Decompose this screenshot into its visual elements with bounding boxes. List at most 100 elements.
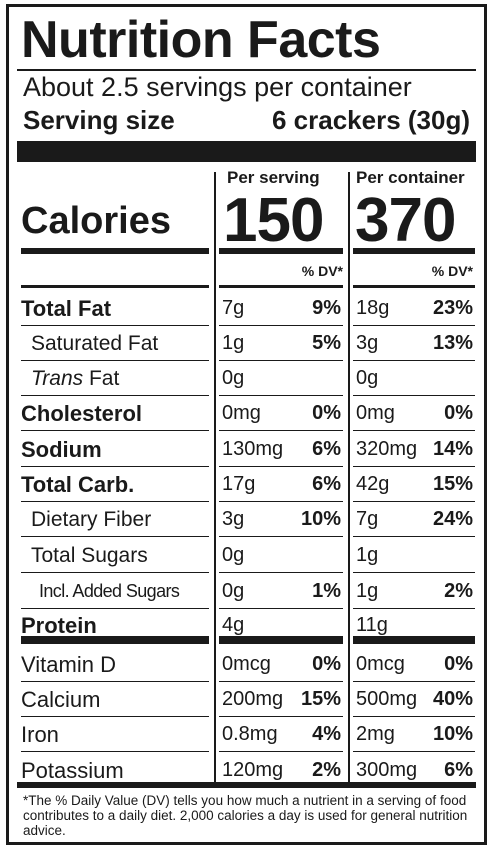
nutrient-name: Cholesterol (21, 401, 143, 426)
nutrient-name: Total Fat (21, 296, 112, 321)
row-rule (353, 501, 475, 502)
protein-bar-left (21, 636, 209, 644)
nutrient-row: Total Carb. 17g 6% 42g 15% (9, 467, 484, 502)
protein-bar-right (353, 636, 475, 644)
row-rule (21, 536, 209, 537)
row-rule (21, 360, 209, 361)
container-daily-value: 23% (432, 297, 473, 319)
calories-per-container: 370 (355, 186, 456, 255)
calories-per-serving: 150 (223, 186, 324, 255)
row-rule (353, 751, 475, 752)
container-daily-value: 24% (432, 508, 473, 530)
container-daily-value: 14% (432, 438, 473, 460)
nutrient-row: Iron 0.8mg 4% 2mg 10% (9, 717, 484, 752)
row-rule (219, 572, 343, 573)
row-rule (353, 572, 475, 573)
serving-amount: 0g (222, 580, 245, 602)
nutrient-row: Total Fat 7g 9% 18g 23% (9, 291, 484, 326)
row-rule (353, 608, 475, 609)
serving-amount: 0g (222, 544, 245, 566)
nutrient-name: Iron (21, 722, 59, 747)
row-rule (21, 716, 209, 717)
dv-header-serving: % DV* (301, 263, 343, 279)
container-daily-value: 10% (432, 723, 473, 745)
nutrient-name: Trans Fat (31, 367, 120, 390)
serving-amount: 1g (222, 332, 245, 354)
row-rule (353, 536, 475, 537)
row-rule (353, 716, 475, 717)
serving-daily-value: 6% (312, 438, 341, 460)
serving-amount: 4g (222, 614, 245, 636)
nutrient-row: Total Sugars 0g 1g (9, 538, 484, 573)
nutrient-row: Cholesterol 0mg 0% 0mg 0% (9, 396, 484, 431)
nutrient-row: Protein 4g 11g (9, 608, 484, 643)
calories-bar-right (353, 248, 475, 254)
serving-amount: 0mg (222, 402, 261, 424)
nutrient-row: Trans Fat 0g 0g (9, 361, 484, 396)
serving-amount: 130mg (222, 438, 284, 460)
nutrient-row: Calcium 200mg 15% 500mg 40% (9, 682, 484, 717)
container-amount: 7g (356, 508, 379, 530)
serving-amount: 0mcg (222, 653, 271, 675)
col-header-per-container: Per container (356, 168, 465, 187)
serving-daily-value: 10% (300, 508, 341, 530)
row-rule (21, 325, 209, 326)
row-rule (353, 325, 475, 326)
row-rule (353, 466, 475, 467)
serving-daily-value: 9% (312, 297, 341, 319)
nutrient-row: Potassium 120mg 2% 300mg 6% (9, 753, 484, 788)
row-rule (21, 572, 209, 573)
calories-label: Calories (21, 200, 171, 242)
row-rule (219, 395, 343, 396)
container-daily-value: 40% (432, 688, 473, 710)
calories-bar-left (21, 248, 209, 254)
row-rule (219, 466, 343, 467)
nutrient-name: Dietary Fiber (31, 508, 152, 531)
nutrient-row: Saturated Fat 1g 5% 3g 13% (9, 326, 484, 361)
container-daily-value: 15% (432, 473, 473, 495)
row-rule (21, 608, 209, 609)
container-amount: 0mcg (356, 653, 405, 675)
row-rule (353, 395, 475, 396)
nutrient-name: Protein (21, 613, 97, 638)
nutrient-name: Calcium (21, 687, 101, 712)
row-rule (219, 536, 343, 537)
row-rule (21, 751, 209, 752)
container-amount: 42g (356, 473, 390, 495)
serving-daily-value: 0% (312, 402, 341, 424)
thick-bar-top (17, 141, 476, 162)
row-rule (219, 716, 343, 717)
row-rule (219, 501, 343, 502)
row-rule (353, 360, 475, 361)
nutrient-name: Incl. Added Sugars (39, 581, 180, 601)
nutrient-row: Incl. Added Sugars 0g 1% 1g 2% (9, 574, 484, 609)
serving-daily-value: 6% (312, 473, 341, 495)
column-divider-left (214, 172, 216, 784)
container-daily-value: 0% (444, 402, 473, 424)
footnote-bar (17, 782, 476, 788)
container-daily-value: 6% (444, 759, 473, 781)
protein-bar-mid (219, 636, 343, 644)
serving-daily-value: 4% (312, 723, 341, 745)
nutrition-facts-label: Nutrition Facts About 2.5 servings per c… (6, 4, 487, 845)
serving-daily-value: 15% (300, 688, 341, 710)
nutrient-name: Total Carb. (21, 472, 135, 497)
container-amount: 3g (356, 332, 379, 354)
nutrient-name: Potassium (21, 758, 124, 783)
nutrient-name: Sodium (21, 437, 102, 462)
servings-per-container: About 2.5 servings per container (23, 72, 412, 102)
container-amount: 1g (356, 580, 379, 602)
container-amount: 2mg (356, 723, 395, 745)
serving-amount: 7g (222, 297, 245, 319)
serving-amount: 17g (222, 473, 256, 495)
row-rule (219, 325, 343, 326)
dv-rule-mid (219, 285, 343, 288)
row-rule (21, 395, 209, 396)
serving-size-value: 6 crackers (30g) (271, 105, 470, 135)
serving-size-label: Serving size (23, 105, 175, 135)
nutrient-row: Sodium 130mg 6% 320mg 14% (9, 432, 484, 467)
calories-bar-mid (219, 248, 343, 254)
container-amount: 0mg (356, 402, 395, 424)
row-rule (21, 430, 209, 431)
container-amount: 1g (356, 544, 379, 566)
